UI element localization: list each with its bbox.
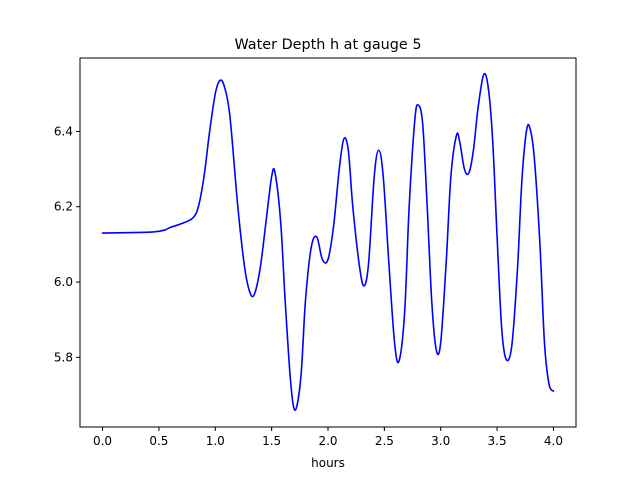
x-tick-label: 0.0 <box>93 434 112 448</box>
x-tick-label: 4.0 <box>544 434 563 448</box>
x-tick-label: 2.0 <box>318 434 337 448</box>
x-tick-label: 3.5 <box>488 434 507 448</box>
x-tick-label: 3.0 <box>431 434 450 448</box>
x-tick-label: 1.5 <box>262 434 281 448</box>
y-tick-label: 6.0 <box>54 275 73 289</box>
plot-area <box>101 72 555 411</box>
series-line-0 <box>101 72 555 411</box>
y-tick-label: 5.8 <box>54 350 73 364</box>
y-tick-label: 6.4 <box>54 124 73 138</box>
x-axis-label: hours <box>311 456 345 470</box>
x-tick-label: 1.0 <box>206 434 225 448</box>
x-tick-label: 2.5 <box>375 434 394 448</box>
y-tick-label: 6.2 <box>54 200 73 214</box>
chart-title: Water Depth h at gauge 5 <box>234 37 421 53</box>
x-tick-label: 0.5 <box>149 434 168 448</box>
x-axis: 0.0 0.5 1.0 1.5 2.0 2.5 3.0 3.5 4.0 <box>93 427 563 448</box>
y-axis: 5.8 6.0 6.2 6.4 <box>54 124 80 364</box>
plot-frame <box>79 57 577 428</box>
